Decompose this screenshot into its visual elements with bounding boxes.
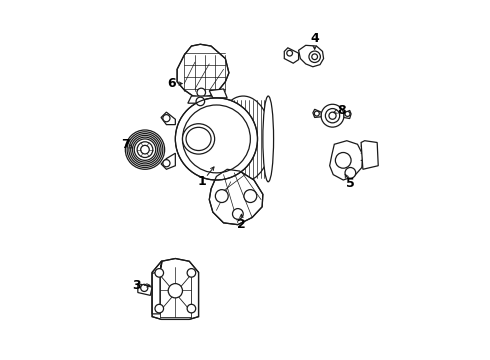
Circle shape <box>197 88 205 97</box>
Polygon shape <box>188 96 217 103</box>
Circle shape <box>137 142 153 157</box>
Circle shape <box>314 111 319 116</box>
Circle shape <box>141 284 148 292</box>
Circle shape <box>244 190 257 203</box>
Polygon shape <box>161 112 175 125</box>
Circle shape <box>325 109 340 123</box>
Polygon shape <box>177 44 229 97</box>
Text: 2: 2 <box>237 218 246 231</box>
Polygon shape <box>161 153 175 169</box>
Text: 6: 6 <box>168 77 176 90</box>
Text: 5: 5 <box>346 177 355 190</box>
Circle shape <box>321 104 344 127</box>
Circle shape <box>232 208 243 219</box>
Polygon shape <box>298 45 323 67</box>
Circle shape <box>215 190 228 203</box>
Circle shape <box>155 269 164 277</box>
Circle shape <box>309 51 320 63</box>
Circle shape <box>168 284 182 298</box>
Circle shape <box>175 98 258 180</box>
Polygon shape <box>209 169 263 225</box>
Circle shape <box>345 111 350 116</box>
Text: 8: 8 <box>337 104 346 117</box>
Text: 3: 3 <box>132 279 140 292</box>
Circle shape <box>182 105 250 173</box>
Polygon shape <box>138 284 152 296</box>
Circle shape <box>312 54 318 60</box>
Ellipse shape <box>263 96 273 182</box>
Circle shape <box>335 153 351 168</box>
Circle shape <box>329 112 336 119</box>
Circle shape <box>187 269 196 277</box>
Circle shape <box>141 145 149 154</box>
Ellipse shape <box>216 96 271 182</box>
Polygon shape <box>209 89 227 98</box>
Text: 4: 4 <box>310 32 319 45</box>
Polygon shape <box>361 141 378 169</box>
Circle shape <box>196 97 205 106</box>
Ellipse shape <box>182 124 215 154</box>
Circle shape <box>163 114 170 122</box>
Text: 1: 1 <box>198 175 206 188</box>
Polygon shape <box>330 141 363 180</box>
Circle shape <box>187 304 196 313</box>
Circle shape <box>345 167 356 178</box>
Circle shape <box>125 130 165 169</box>
Polygon shape <box>284 48 298 63</box>
Polygon shape <box>344 111 351 118</box>
Circle shape <box>287 50 293 56</box>
Ellipse shape <box>186 127 211 150</box>
Polygon shape <box>152 258 198 319</box>
Circle shape <box>155 304 164 313</box>
Polygon shape <box>152 261 162 314</box>
Circle shape <box>163 159 170 167</box>
Polygon shape <box>313 109 321 117</box>
Text: 7: 7 <box>121 138 130 151</box>
